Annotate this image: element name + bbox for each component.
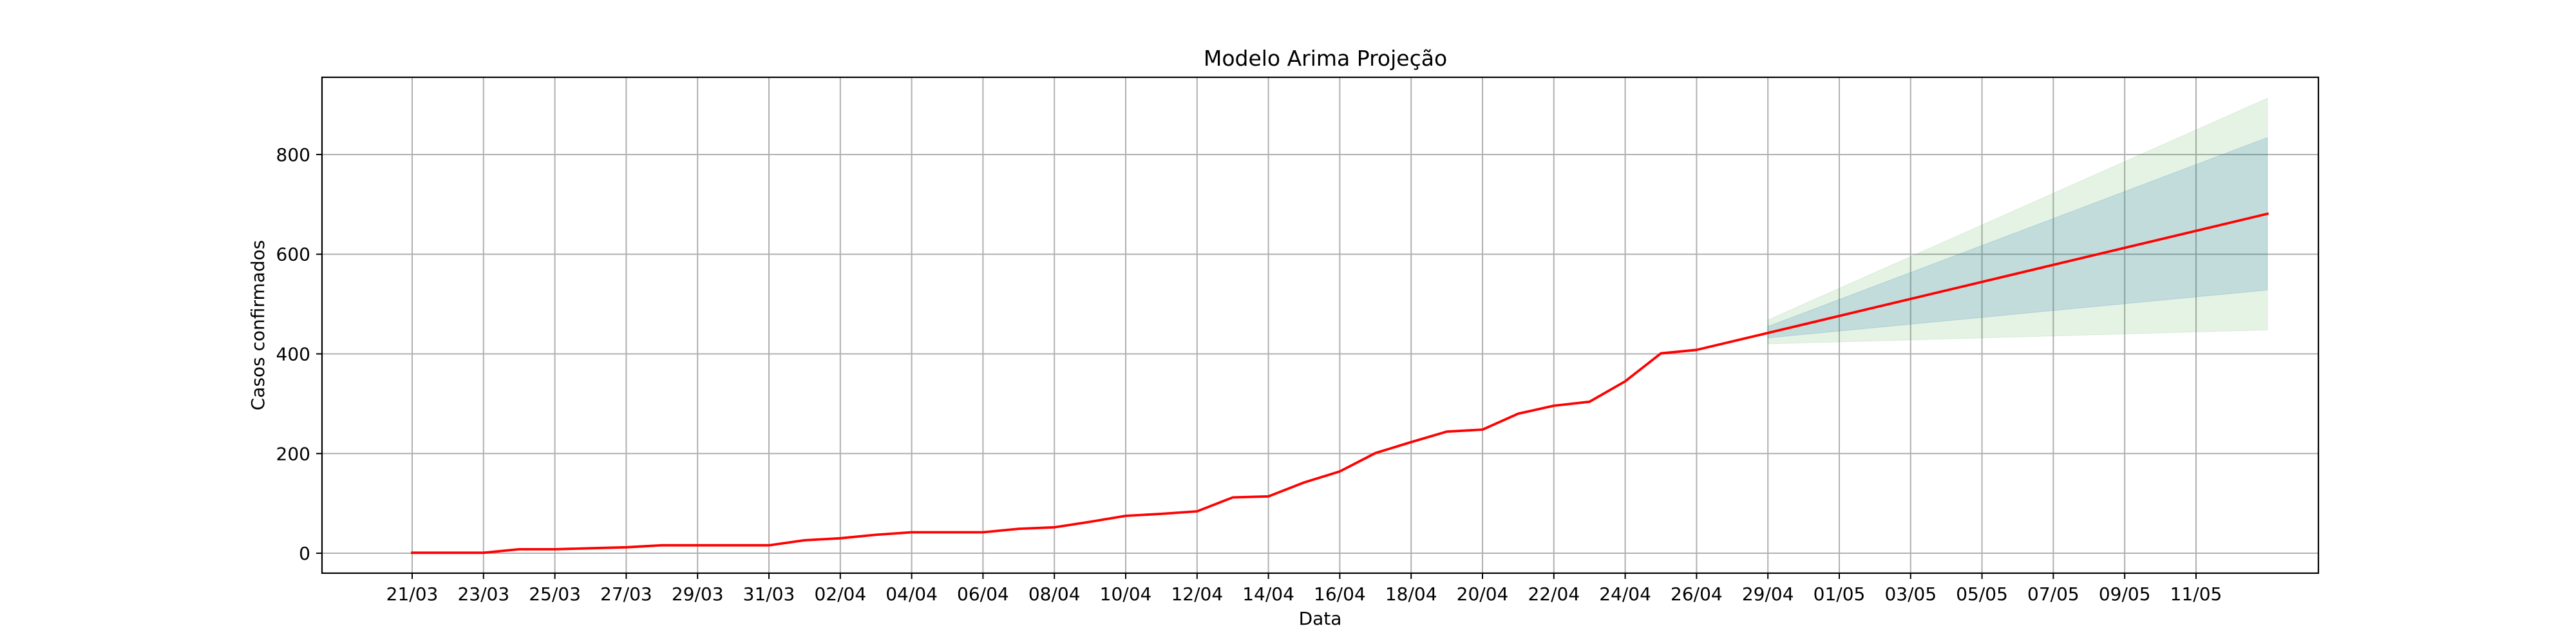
x-axis-ticks: 21/03 23/03 25/03 27/03 29/03 31/03 02/04 04/04… [386,573,2222,605]
x-tick-label: 21/03 [386,583,439,605]
y-tick-label: 600 [276,244,310,265]
confidence-bands [1767,97,2268,345]
x-tick-label: 27/03 [600,583,652,605]
x-tick-label: 22/04 [1528,583,1580,605]
x-tick-label: 01/05 [1814,583,1866,605]
y-axis-ticks: 0 200 400 600 800 [276,144,322,564]
x-tick-label: 18/04 [1385,583,1437,605]
y-tick-label: 0 [299,543,310,564]
x-tick-label: 23/03 [457,583,509,605]
plot-background [322,77,2318,573]
x-tick-label: 25/03 [529,583,581,605]
x-tick-label: 02/04 [814,583,866,605]
x-tick-label: 09/05 [2099,583,2151,605]
series-lines [411,212,2269,554]
x-tick-label: 20/04 [1457,583,1509,605]
x-tick-label: 08/04 [1028,583,1081,605]
x-tick-label: 24/04 [1599,583,1651,605]
x-tick-label: 04/04 [886,583,938,605]
x-tick-label: 31/03 [743,583,795,605]
x-tick-label: 29/04 [1742,583,1794,605]
grid-lines [322,77,2318,573]
x-tick-label: 29/03 [672,583,724,605]
x-tick-label: 07/05 [2027,583,2079,605]
y-tick-label: 400 [276,343,310,365]
x-tick-label: 26/04 [1671,583,1723,605]
plot-frame [321,76,2320,574]
x-tick-label: 05/05 [1956,583,2008,605]
chart-title: Modelo Arima Projeção [1204,46,1447,71]
series-line [411,212,2269,554]
x-tick-label: 11/05 [2170,583,2222,605]
y-tick-label: 800 [276,144,310,166]
confidence-band [1767,97,2268,345]
x-axis-label: Data [1299,608,1342,629]
x-tick-label: 16/04 [1314,583,1366,605]
x-tick-label: 06/04 [957,583,1009,605]
x-tick-label: 12/04 [1171,583,1223,605]
x-tick-label: 10/04 [1100,583,1152,605]
x-tick-label: 03/05 [1884,583,1937,605]
y-axis-label: Casos confirmados [247,240,269,411]
x-tick-label: 14/04 [1242,583,1294,605]
y-tick-label: 200 [276,443,310,464]
